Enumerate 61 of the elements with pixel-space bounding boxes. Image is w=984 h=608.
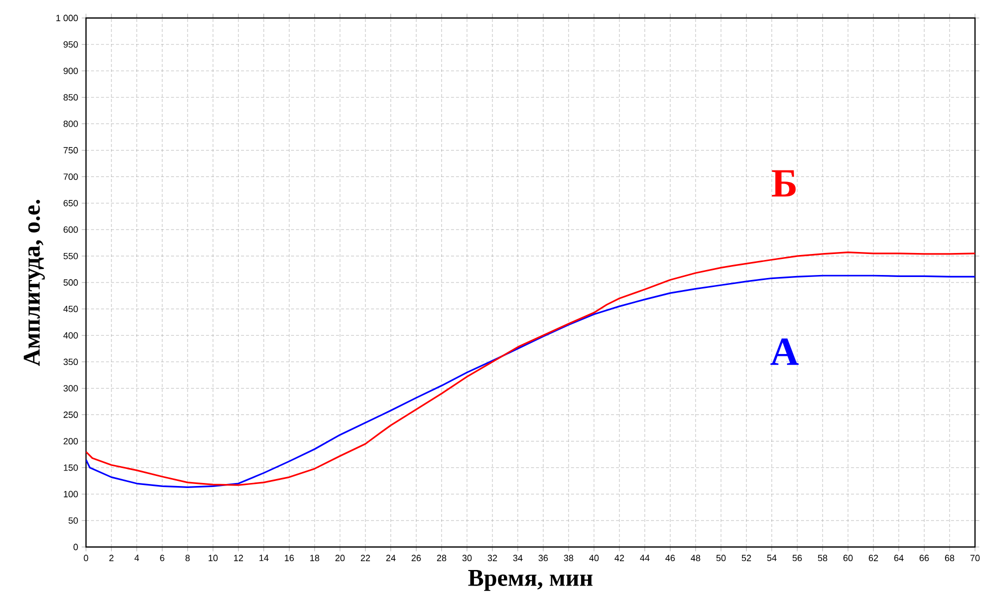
x-tick-label: 54 — [767, 554, 777, 562]
y-tick-label: 0 — [74, 544, 78, 550]
series-label: А — [770, 338, 799, 365]
y-tick-label: 1 000 — [56, 14, 78, 22]
x-tick-label: 64 — [894, 554, 904, 562]
x-tick-label: 32 — [488, 554, 497, 562]
x-tick-label: 58 — [818, 554, 828, 562]
y-tick-label: 250 — [64, 412, 78, 418]
x-tick-label: 4 — [134, 554, 140, 561]
x-tick-label: 66 — [920, 554, 929, 562]
x-tick-label: 60 — [843, 554, 853, 562]
series-label: Б — [772, 170, 796, 196]
x-tick-label: 68 — [945, 554, 954, 562]
y-tick-label: 650 — [64, 200, 78, 206]
x-tick-label: 48 — [690, 554, 700, 562]
x-tick-label: 12 — [234, 554, 243, 562]
x-tick-label: 50 — [716, 554, 726, 562]
y-tick-label: 550 — [64, 252, 78, 260]
y-tick-label: 450 — [63, 306, 78, 312]
x-tick-label: 36 — [538, 554, 548, 562]
x-tick-label: 34 — [513, 554, 523, 562]
x-tick-label: 0 — [84, 554, 88, 562]
y-tick-label: 200 — [64, 438, 78, 444]
x-tick-label: 14 — [259, 554, 269, 561]
y-tick-label: 400 — [63, 332, 78, 339]
y-tick-label: 50 — [68, 517, 78, 524]
x-tick-label: 10 — [208, 554, 218, 562]
y-tick-label: 300 — [64, 385, 78, 392]
x-tick-label: 8 — [185, 554, 190, 562]
y-tick-label: 750 — [64, 147, 78, 154]
x-tick-label: 22 — [360, 554, 370, 562]
x-tick-label: 56 — [792, 554, 802, 562]
y-tick-label: 350 — [64, 358, 78, 366]
y-tick-label: 700 — [64, 174, 78, 180]
x-tick-label: 26 — [412, 554, 421, 562]
y-tick-label: 500 — [64, 279, 78, 286]
y-tick-label: 600 — [64, 226, 78, 233]
x-tick-label: 16 — [284, 554, 294, 562]
x-tick-label: 18 — [310, 554, 320, 562]
x-axis-title: Время, мин — [468, 570, 593, 591]
x-tick-label: 30 — [462, 554, 472, 562]
x-tick-label: 28 — [437, 554, 446, 562]
x-tick-label: 44 — [640, 554, 650, 561]
x-tick-label: 62 — [868, 554, 878, 562]
y-axis-title: Амплитуда, о.е. — [24, 200, 45, 366]
y-tick-label: 100 — [64, 490, 78, 498]
y-tick-label: 900 — [64, 68, 78, 74]
x-tick-label: 42 — [614, 554, 624, 562]
y-tick-label: 950 — [64, 41, 78, 48]
x-tick-label: 20 — [335, 554, 345, 562]
x-tick-label: 24 — [386, 554, 396, 562]
x-tick-label: 52 — [742, 554, 751, 562]
x-tick-label: 6 — [160, 554, 164, 562]
y-tick-label: 850 — [64, 94, 78, 101]
x-tick-label: 70 — [970, 554, 980, 562]
x-tick-label: 2 — [109, 554, 114, 562]
y-tick-label: 800 — [64, 120, 78, 127]
y-tick-label: 150 — [64, 464, 78, 471]
x-tick-label: 40 — [589, 554, 599, 562]
x-tick-label: 46 — [665, 554, 675, 562]
x-tick-label: 38 — [564, 554, 574, 562]
